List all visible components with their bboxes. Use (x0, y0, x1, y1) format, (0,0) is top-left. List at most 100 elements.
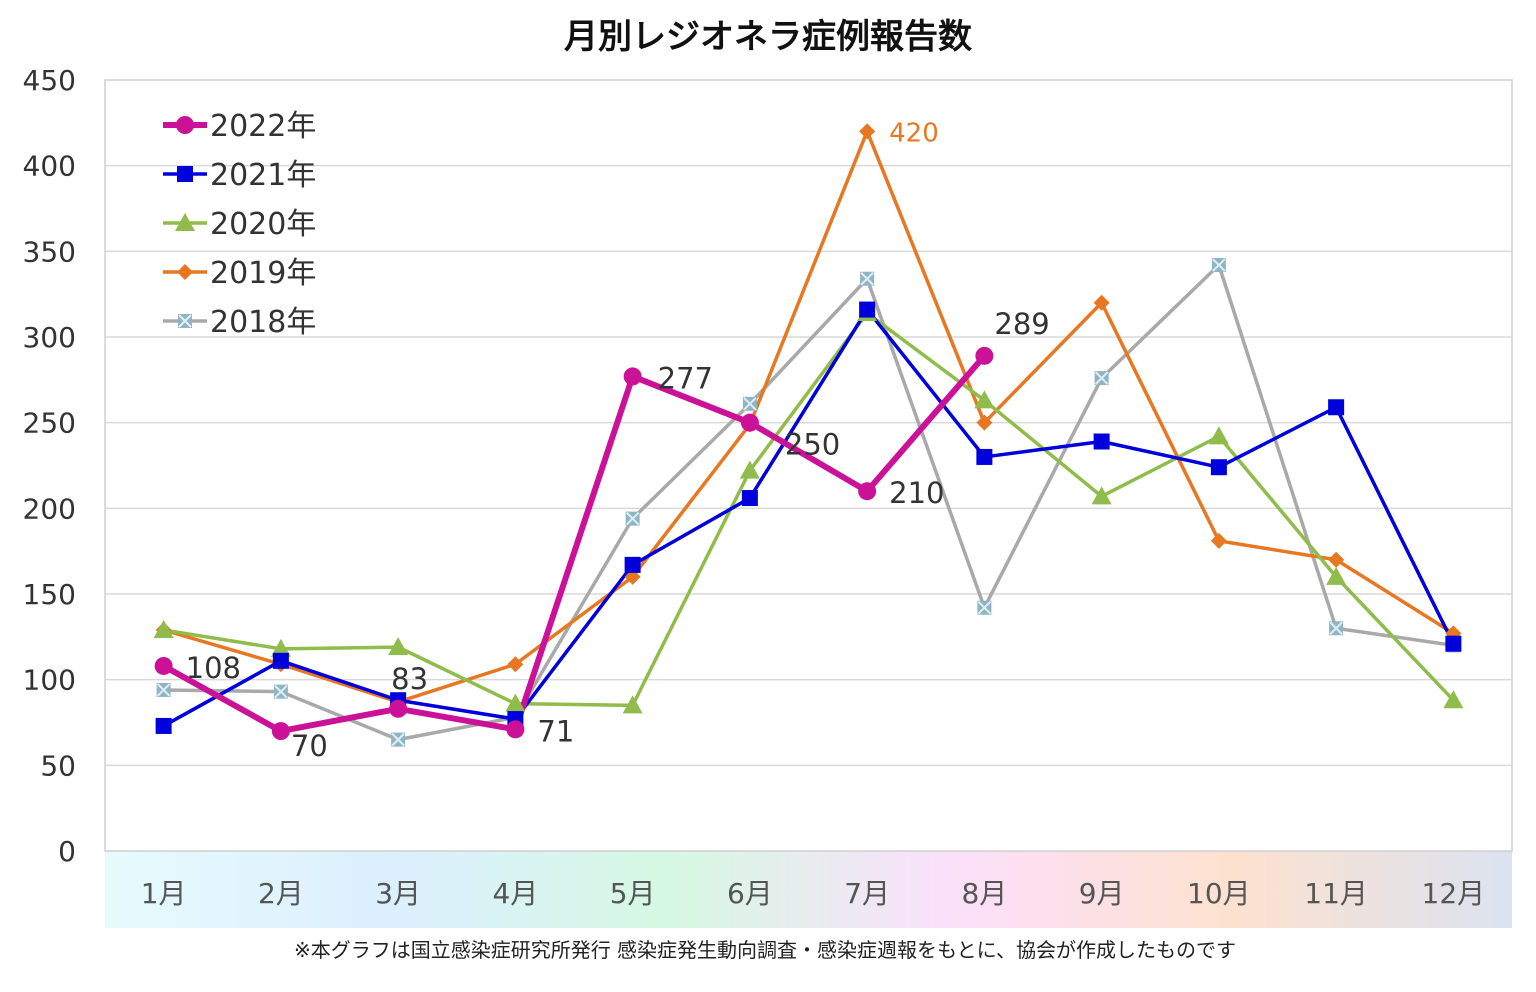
y-axis-ticks: 0 50 100 150 200 250 300 350 400 450 (23, 64, 76, 868)
data-point (976, 448, 993, 465)
x-tick-label: 5月 (610, 877, 656, 910)
data-point (623, 367, 642, 386)
y-tick-label: 250 (23, 407, 76, 440)
data-point (271, 722, 290, 741)
data-point (1328, 551, 1345, 568)
data-point (1093, 294, 1110, 311)
data-labels: 108 70 83 71 277 250 210 289 420 (186, 118, 1050, 763)
series-lines (162, 129, 1455, 742)
chart-footnote: ※本グラフは国立感染症研究所発行 感染症発生動向調査・感染症週報をもとに、協会が… (294, 938, 1236, 962)
chart-title: 月別レジオネラ症例報告数 (564, 17, 972, 57)
legend-label: 2020年 (210, 207, 316, 242)
data-point (1326, 566, 1347, 585)
data-point (1443, 690, 1464, 709)
series-line (163, 263, 1454, 742)
legend-label: 2022年 (210, 109, 316, 144)
y-tick-label: 0 (58, 835, 76, 868)
legend-label: 2019年 (210, 256, 316, 291)
data-point (388, 637, 409, 656)
y-tick-label: 400 (23, 150, 76, 183)
data-point (1210, 532, 1227, 549)
x-tick-label: 12月 (1422, 877, 1486, 910)
data-point (175, 213, 195, 231)
x-tick-label: 2月 (258, 877, 304, 910)
data-point (739, 460, 760, 479)
x-tick-label: 8月 (961, 877, 1007, 910)
x-tick-label: 11月 (1304, 877, 1368, 910)
data-point (974, 390, 995, 409)
x-axis-ticks: 1月 2月 3月 4月 5月 6月 7月 8月 9月 10月 11月 12月 (141, 877, 1485, 910)
data-point (1445, 635, 1462, 652)
data-point (506, 720, 525, 739)
data-label: 420 (889, 118, 939, 148)
y-tick-label: 200 (23, 492, 76, 525)
data-point (625, 511, 640, 526)
data-point (859, 301, 876, 318)
data-point (273, 684, 288, 699)
data-point (1091, 486, 1112, 505)
plot-area (104, 79, 1513, 852)
data-point (505, 693, 526, 712)
data-point (975, 346, 994, 365)
data-point (858, 482, 877, 501)
data-point (178, 314, 192, 328)
series-line (163, 311, 1455, 708)
data-point (389, 699, 408, 718)
x-axis-band (105, 851, 1512, 928)
data-point (860, 271, 875, 286)
data-point (1093, 433, 1110, 450)
data-point (977, 600, 992, 615)
data-label: 71 (537, 714, 574, 748)
data-point (622, 695, 643, 714)
data-point (1210, 459, 1227, 476)
y-tick-label: 150 (23, 578, 76, 611)
legend-item: 2022年 (163, 109, 316, 144)
x-tick-label: 3月 (375, 877, 421, 910)
data-point (624, 556, 641, 573)
data-point (1329, 621, 1344, 636)
data-label: 70 (291, 729, 328, 763)
data-point (155, 717, 172, 734)
data-point (741, 490, 758, 507)
y-tick-label: 350 (23, 235, 76, 268)
data-point (740, 413, 759, 432)
x-tick-label: 7月 (844, 877, 890, 910)
data-point (976, 414, 993, 431)
data-point (1211, 258, 1226, 273)
series-markers (153, 123, 1464, 747)
y-tick-label: 50 (40, 749, 76, 782)
x-tick-label: 6月 (727, 877, 773, 910)
series-line (162, 307, 1455, 728)
data-point (1208, 426, 1229, 445)
series-line (163, 129, 1455, 704)
data-label: 289 (994, 307, 1049, 341)
data-label: 277 (658, 361, 713, 395)
x-tick-label: 9月 (1079, 877, 1125, 910)
data-point (270, 638, 291, 657)
data-point (1094, 371, 1109, 386)
data-point (742, 396, 757, 411)
data-point (177, 166, 193, 182)
legend-label: 2018年 (210, 305, 316, 340)
data-label: 210 (889, 476, 944, 510)
data-point (154, 656, 173, 675)
data-point (177, 264, 193, 280)
data-label: 83 (391, 662, 428, 696)
data-point (391, 732, 406, 747)
data-label: 108 (186, 651, 241, 685)
legend: 2022年 2021年 2020年 2019年 2018年 (163, 109, 316, 340)
x-tick-label: 4月 (492, 877, 538, 910)
legend-item: 2019年 (163, 256, 316, 291)
legend-label: 2021年 (210, 158, 316, 193)
legend-item: 2021年 (163, 158, 316, 193)
data-label: 250 (785, 428, 840, 462)
x-tick-label: 1月 (141, 877, 187, 910)
series-line (162, 353, 987, 735)
y-tick-label: 300 (23, 321, 76, 354)
legend-item: 2020年 (163, 207, 316, 242)
data-point (272, 652, 289, 669)
data-point (859, 123, 876, 140)
data-point (176, 116, 194, 134)
x-tick-label: 10月 (1187, 877, 1251, 910)
data-point (507, 656, 524, 673)
